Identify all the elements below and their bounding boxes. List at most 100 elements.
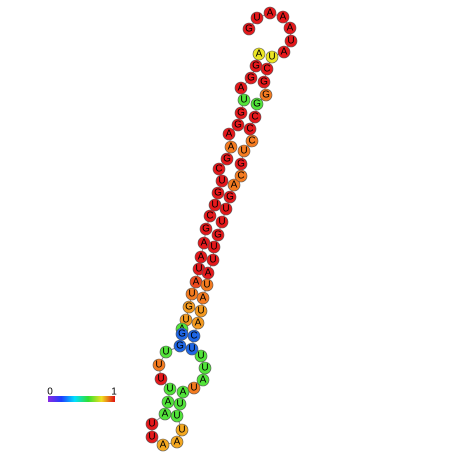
nucleotide-label: U [287,36,294,47]
nucleotide [257,75,271,89]
nucleotide-label: A [238,83,245,94]
nucleotide [234,157,248,171]
nucleotide [231,118,245,132]
nucleotide-label: A [200,375,207,386]
nucleotide-label: G [252,61,260,72]
nucleotide [250,11,264,25]
nucleotide-label: U [203,280,210,291]
nucleotide [245,134,259,148]
nucleotide [211,228,225,242]
nucleotide-label: G [185,302,193,313]
nucleotide [223,190,237,204]
nucleotide [219,202,233,216]
nucleotide [259,88,273,102]
nucleotide-label: G [234,120,242,131]
nucleotide-label: G [253,99,261,110]
nucleotide-label: A [198,252,205,263]
nucleotide-label: A [256,49,263,60]
nucleotide [265,50,279,64]
nucleotide-label: U [218,217,225,228]
nucleotide-label: G [237,159,245,170]
nucleotide [227,178,241,192]
nucleotide [263,6,277,20]
nucleotide [220,152,234,166]
nucleotide [154,372,168,386]
nucleotide [196,291,210,305]
nucleotide [211,186,225,200]
nucleotide [199,222,213,236]
nucleotide [243,122,257,136]
scale-max: 1 [111,387,117,398]
nucleotide [194,349,208,363]
nucleotide-label: G [237,108,245,119]
nucleotide [237,144,251,158]
nucleotide-label: A [205,268,212,279]
nucleotide [208,198,222,212]
nucleotide-label: U [176,399,183,410]
nucleotide [191,316,205,330]
color-scale [48,396,115,402]
nucleotide [187,381,201,395]
nucleotide-label: C [215,164,222,175]
nucleotide-label: U [188,344,195,355]
nucleotide-label: U [182,315,189,326]
nucleotide [198,361,212,375]
nucleotide [284,34,298,48]
nucleotide-label: A [228,142,235,153]
nucleotide [215,215,229,229]
nucleotide [170,435,184,449]
nucleotide-label: A [174,437,181,448]
nucleotide [203,209,217,223]
nucleotide-label: U [148,419,155,430]
nucleotide-label: G [226,192,234,203]
nucleotide-label: U [218,176,225,187]
nucleotide-label: U [240,95,247,106]
nucleotide [215,174,229,188]
nucleotide-label: U [211,200,218,211]
nucleotide [194,304,208,318]
nucleotide [145,430,159,444]
nucleotide-label: U [148,432,155,443]
nucleotide [156,438,170,452]
nucleotide [175,423,189,437]
nucleotide-label: A [201,238,208,249]
nucleotide-label: C [263,64,270,75]
nucleotide-label: U [155,360,162,371]
nucleotide [159,345,173,359]
nucleotide-label: G [214,188,222,199]
nucleotide [207,240,221,254]
nucleotide-label: A [162,409,169,420]
nucleotide [222,127,236,141]
nucleotide-label: U [166,384,173,395]
nucleotide-label: G [202,224,210,235]
nucleotide-label: G [223,154,231,165]
scale-min: 0 [47,387,53,398]
nucleotide [277,45,291,59]
nucleotide-label: G [214,230,222,241]
nucleotide-label: A [231,180,238,191]
nucleotide-label: A [281,47,288,58]
nucleotide-label: U [209,255,216,266]
nucleotide-label: G [245,24,253,35]
nucleotide-label: U [162,347,169,358]
nucleotide [173,339,187,353]
nucleotide-label: A [180,387,187,398]
nucleotide-label: U [201,363,208,374]
nucleotide-label: U [210,242,217,253]
nucleotide [206,253,220,267]
nucleotide [283,21,297,35]
nucleotide-label: G [262,90,270,101]
nucleotide [237,93,251,107]
nucleotide [161,395,175,409]
nucleotide-label: U [190,383,197,394]
nucleotide [173,397,187,411]
nucleotide-label: U [197,306,204,317]
nucleotide [250,97,264,111]
nucleotide [158,407,172,421]
nucleotide-label: A [287,23,294,34]
nucleotide [163,382,177,396]
nucleotide-label: U [188,289,195,300]
nucleotide-label: U [253,13,260,24]
nucleotide-label: G [260,77,268,88]
